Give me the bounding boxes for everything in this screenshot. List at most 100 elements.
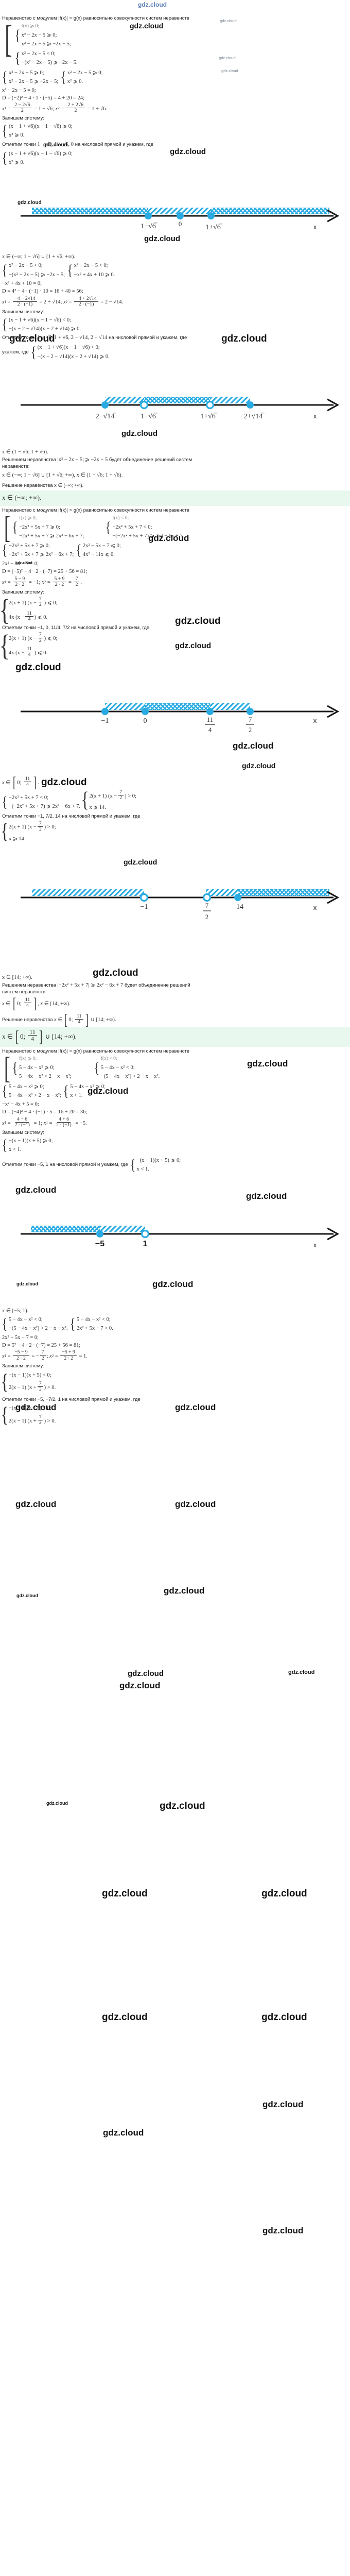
watermark: gdz.cloud [102, 1888, 148, 1899]
factor-c: > 0. [47, 1418, 56, 1424]
system-row: 5 − 4x − x² ⩾ 0; [9, 1083, 44, 1090]
factor-c: > 0. [47, 1385, 56, 1391]
watermark: gdz.cloud [124, 858, 157, 866]
svg-text:7: 7 [249, 716, 252, 723]
system-row: x² − 2x − 5 < 0; [21, 51, 56, 57]
x1-denominator: 2 · 2 [15, 581, 25, 587]
solution-page: gdz.cloud gdz.cloud gdz.cloud gdz.cloud … [0, 1, 350, 2235]
system-1-factored: { (x − 1 + √6)(x − 1 − √6) ⩾ 0; x² ⩾ 0. [2, 122, 73, 140]
quadratic-equation-3b: 2x² + 5x − 7 = 0; [2, 1334, 39, 1341]
x2-denominator: 2 · 2 [55, 581, 64, 587]
system-row: −(x − 1)(x + 5) < 0; [9, 1372, 51, 1378]
solution-post-2: ∪ [14; +∞). [91, 1017, 116, 1023]
system-row: (x − 1 + √6)(x − 1 − √6) ⩾ 0; [9, 124, 73, 129]
system-row: −(x − 2 − √14)(x − 2 + √14) ⩾ 0. [9, 326, 81, 332]
system-3-factored: { −(x − 1)(x + 5) ⩾ 0; x < 1. [2, 1137, 53, 1154]
write-system-label-1b: Запишем систему: [2, 309, 44, 315]
svg-text:2−√14̅: 2−√14̅ [96, 413, 117, 420]
x1-result-num: 7 [40, 1350, 46, 1356]
system-row: (x − 1 + √6)(x − 1 − √6) < 0; [37, 345, 100, 351]
frac-den: 2 [39, 637, 42, 643]
svg-text:2: 2 [249, 726, 252, 734]
svg-text:−5: −5 [95, 1240, 104, 1248]
system-row: x² ⩾ 0. [9, 159, 25, 165]
factor-b: x − [17, 650, 25, 656]
factor-a: 2(x − 1) [9, 1385, 26, 1391]
system-row: 2x² + 5x − 7 > 0. [76, 1326, 113, 1332]
svg-text:0: 0 [179, 220, 182, 228]
modulus-rule-1: Неравенство с модулем |f(x)| > g(x) равн… [2, 15, 189, 21]
system-row: x² − 2x − 5 ⩾ 0; [67, 70, 103, 76]
quadratic-equation-1: x² − 2x − 5 = 0; [2, 87, 36, 93]
svg-text:x: x [313, 904, 317, 911]
system-row: x < 1. [9, 1147, 22, 1153]
x2-result-num: 7 [74, 576, 80, 582]
system-head-1a: f(x) ⩾ 0; [21, 23, 39, 29]
system-row: x² − 2x − 5 < 0; [74, 263, 108, 269]
factor-c: > 0; [128, 793, 136, 799]
system-1b-1: { x² − 2x − 5 < 0; −(x² − 2x − 5) ⩾ −2x … [2, 261, 65, 279]
solution-pre-2: Решением неравенства [2, 982, 57, 988]
svg-text:4: 4 [208, 726, 212, 734]
system-row: x < 1. [136, 1166, 149, 1172]
svg-text:1+√6̅: 1+√6̅ [200, 413, 218, 420]
interval-result-1: x ∈ (−∞; 1 − √6] ∪ [1 + √6; +∞). [2, 254, 75, 260]
svg-text:x: x [313, 1241, 317, 1249]
frac-den: 2 [39, 1386, 42, 1393]
x2-result: −5 [79, 1120, 86, 1126]
modulus-rule-2: Неравенство с модулем |f(x)| > g(x) равн… [2, 507, 189, 514]
frac-num: 7 [37, 1414, 43, 1421]
write-system-label-3: Запишем систему: [2, 1130, 44, 1136]
x2-denominator: 2 · (−1) [78, 301, 94, 307]
svg-text:11: 11 [207, 716, 214, 723]
system-row: 5 − 4x − x² < 0; [100, 1065, 135, 1071]
factor-b: x + [29, 1418, 37, 1424]
system-row: 5 − 4x − x² < 0; [9, 1317, 43, 1323]
answer-2: x ∈ [ 0; 11 4 ] ∪ [14; +∞). [0, 1027, 350, 1047]
mark-points-1b: Отметим точки 1 − √6, 1 + √6, 2 − √14, 2… [2, 334, 348, 342]
watermark: gdz.cloud [15, 1185, 57, 1195]
system-row: −(x − 2 − √14)(x − 2 + √14) ⩾ 0. [37, 353, 110, 360]
factor-a: 4x [9, 614, 14, 620]
factor-c: ⩽ 0; [47, 600, 58, 606]
svg-text:2: 2 [205, 913, 209, 921]
system-row: 4x (x − 11 4 ) ⩽ 0. [9, 610, 48, 622]
frac-den: 2 [39, 1420, 42, 1426]
x2-denominator: 2 · 2 [64, 1355, 74, 1361]
x1-denominator: 2 · (−1) [17, 301, 33, 307]
watermark: gdz.cloud [103, 2128, 144, 2138]
discriminant-3b: D = 5² − 4 · 2 · (−7) = 25 + 56 = 81; [2, 1342, 81, 1348]
frac-num: 7 [37, 597, 43, 603]
watermark: gdz.cloud [16, 1593, 38, 1598]
svg-text:1−√6̅: 1−√6̅ [141, 413, 158, 420]
watermark: gdz.cloud [16, 1281, 38, 1286]
system-row: 4x² − 11x ⩽ 0. [82, 552, 115, 558]
systems-label-2: систем неравенств: [2, 989, 47, 995]
x1-result: 1 − √6 [38, 106, 52, 112]
frac-num: 7 [37, 632, 43, 638]
factor-c: > 0; [47, 824, 56, 831]
interval-result-2: x ∈ [ 0; 11 4 ]. [2, 774, 39, 791]
system-row: −(x² − 2x − 5) ⩾ −2x − 5. [21, 60, 78, 66]
discriminant-1: D = (−2)² − 4 · 1 · (−5) = 4 + 20 = 24; [2, 95, 85, 101]
union-2: x ∈ [ 0; 11 4 ] , x ∈ [14; +∞). [2, 994, 71, 1012]
watermark: gdz.cloud [164, 1586, 205, 1596]
system-row: −2x² + 5x + 7 ⩾ 2x² − 6x + 7; [19, 533, 84, 539]
watermark: gdz.cloud [242, 761, 276, 770]
frac-den: 2 [39, 602, 42, 608]
system-row: 2x² − 5x − 7 ⩽ 0; [82, 543, 121, 549]
system-row: −(x − 1)(x + 5) ⩾ 0; [136, 1157, 181, 1163]
system-1a: { f(x) ⩾ 0; x² − 2x − 5 ⩾ 0; x² − 2x − 5… [14, 23, 78, 48]
svg-text:−1: −1 [101, 717, 109, 725]
x2-result-den: 2 [75, 581, 78, 587]
mark-points-3: Отметим точки −5, 1 на числовой прямой и… [2, 1161, 128, 1167]
watermark: gdz.cloud [175, 1499, 216, 1509]
system-row: −(x − 1)(x + 5) < 0; [9, 1405, 51, 1412]
watermark: gdz.cloud [128, 1669, 164, 1678]
systems-label-1: неравенств: [2, 464, 30, 470]
